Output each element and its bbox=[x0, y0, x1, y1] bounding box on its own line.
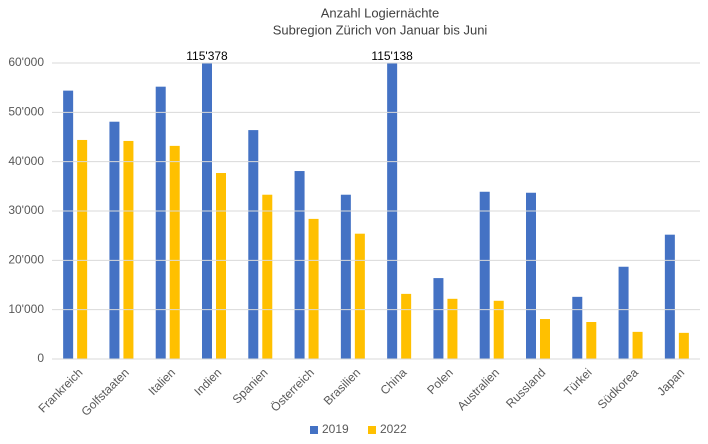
bar bbox=[540, 319, 550, 359]
x-tick-label: Südkorea bbox=[595, 365, 641, 411]
x-tick-label: China bbox=[377, 365, 409, 397]
bar bbox=[109, 121, 120, 359]
bar bbox=[479, 191, 490, 359]
chart-title: Anzahl Logiernächte bbox=[321, 5, 440, 20]
bar bbox=[447, 298, 458, 359]
bar bbox=[308, 218, 319, 359]
y-tick-label: 30'000 bbox=[8, 203, 44, 217]
x-tick-label: Russland bbox=[503, 365, 548, 410]
bar bbox=[632, 331, 643, 359]
bar bbox=[216, 173, 226, 359]
bar bbox=[340, 194, 351, 359]
x-tick-label: Golfstaaten bbox=[78, 365, 131, 418]
bar bbox=[77, 139, 88, 359]
chart-subtitle: Subregion Zürich von Januar bis Juni bbox=[273, 22, 488, 37]
legend-label: 2019 bbox=[322, 422, 349, 436]
y-tick-label: 10'000 bbox=[8, 302, 44, 316]
legend-swatch bbox=[310, 426, 318, 434]
bar bbox=[294, 171, 305, 359]
y-tick-label: 60'000 bbox=[8, 55, 44, 69]
x-tick-label: Spanien bbox=[230, 365, 271, 406]
bar bbox=[678, 332, 689, 359]
x-tick-label: Australien bbox=[454, 365, 502, 413]
bar bbox=[664, 234, 675, 359]
bar bbox=[401, 293, 412, 359]
x-tick-label: Frankreich bbox=[36, 365, 86, 415]
x-tick-label: Türkei bbox=[561, 365, 594, 398]
data-label: 115'138 bbox=[371, 49, 413, 63]
y-tick-label: 0 bbox=[37, 351, 44, 365]
x-tick-label: Indien bbox=[191, 365, 224, 398]
y-tick-label: 50'000 bbox=[8, 105, 44, 119]
bar bbox=[248, 130, 259, 359]
x-tick-label: Österreich bbox=[268, 365, 317, 414]
bar bbox=[155, 86, 166, 360]
bar bbox=[63, 90, 74, 360]
x-tick-label: Japan bbox=[654, 365, 687, 398]
bar bbox=[433, 278, 444, 359]
bar bbox=[526, 192, 536, 359]
bar bbox=[493, 300, 504, 359]
bar bbox=[123, 140, 134, 359]
legend-label: 2022 bbox=[380, 422, 407, 436]
y-tick-label: 40'000 bbox=[8, 154, 44, 168]
bar bbox=[262, 194, 273, 359]
bar bbox=[572, 296, 583, 359]
bar bbox=[586, 322, 597, 359]
legend-swatch bbox=[368, 426, 376, 434]
x-tick-label: Brasilien bbox=[321, 365, 363, 407]
bar bbox=[169, 145, 180, 359]
bar bbox=[618, 266, 629, 359]
x-tick-label: Polen bbox=[424, 365, 456, 397]
x-tick-label: Italien bbox=[146, 365, 179, 398]
data-label: 115'378 bbox=[186, 49, 228, 63]
y-tick-label: 20'000 bbox=[8, 253, 44, 267]
bar bbox=[354, 233, 365, 359]
